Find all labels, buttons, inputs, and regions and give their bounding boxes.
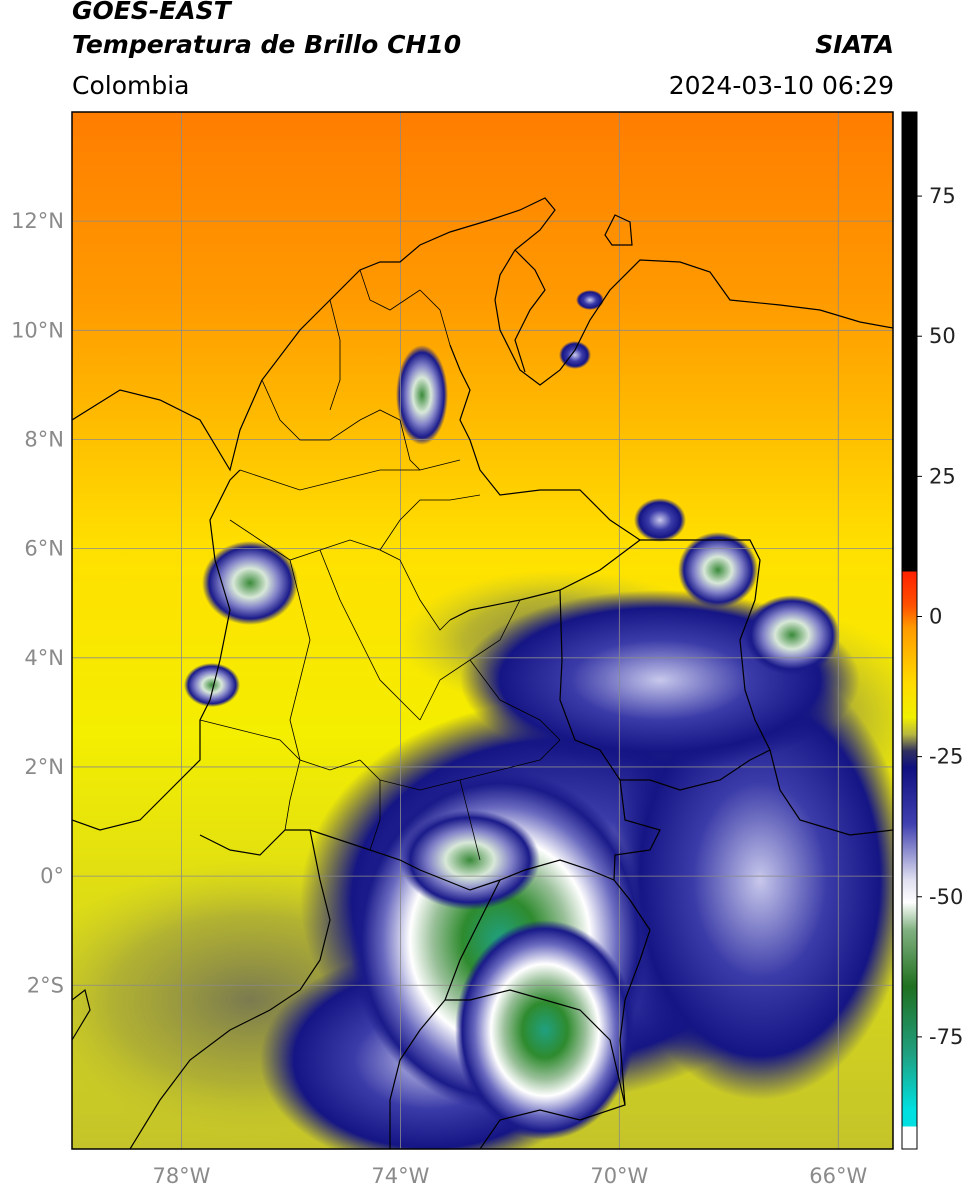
longitude-labels: 78°W 74°W 70°W 66°W bbox=[152, 1164, 867, 1188]
colorbar-ticks: 75 50 25 0 -25 -50 -75 bbox=[917, 184, 963, 1049]
lon-tick-label: 70°W bbox=[590, 1164, 648, 1188]
title-product: Temperatura de Brillo CH10 bbox=[72, 30, 462, 59]
lat-tick-label: 2°S bbox=[27, 973, 64, 997]
graticule bbox=[72, 112, 893, 1149]
timestamp-label: 2024-03-10 06:29 bbox=[668, 71, 894, 100]
lat-tick-label: 4°N bbox=[24, 646, 64, 670]
colorbar-tick-label: 50 bbox=[929, 324, 956, 348]
region-label: Colombia bbox=[72, 71, 190, 100]
lon-tick-label: 78°W bbox=[152, 1164, 210, 1188]
colorbar: 75 50 25 0 -25 -50 -75 bbox=[901, 111, 963, 1150]
lon-tick-label: 74°W bbox=[371, 1164, 429, 1188]
lon-tick-label: 66°W bbox=[809, 1164, 867, 1188]
temperature-field bbox=[72, 112, 893, 1149]
colorbar-tick-label: -50 bbox=[929, 885, 963, 909]
lat-tick-label: 12°N bbox=[11, 209, 64, 233]
colorbar-tick-label: -75 bbox=[929, 1025, 963, 1049]
country-borders bbox=[72, 197, 893, 1149]
map-frame bbox=[71, 111, 894, 1150]
title-satellite: GOES-EAST bbox=[72, 0, 231, 25]
department-borders bbox=[199, 269, 561, 861]
brand-label: SIATA bbox=[815, 30, 894, 59]
latitude-labels: 12°N 10°N 8°N 6°N 4°N 2°N 0° 2°S bbox=[11, 209, 64, 997]
colorbar-tick-label: 0 bbox=[929, 604, 942, 628]
lat-tick-label: 8°N bbox=[24, 427, 64, 451]
lat-tick-label: 10°N bbox=[11, 318, 64, 342]
colorbar-tick-label: 25 bbox=[929, 464, 956, 488]
lat-tick-label: 2°N bbox=[24, 755, 64, 779]
colorbar-tick-label: 75 bbox=[929, 184, 956, 208]
lat-tick-label: 0° bbox=[40, 864, 64, 888]
colorbar-tick-label: -25 bbox=[929, 745, 963, 769]
lat-tick-label: 6°N bbox=[24, 537, 64, 561]
colorbar-scale bbox=[901, 111, 918, 1150]
